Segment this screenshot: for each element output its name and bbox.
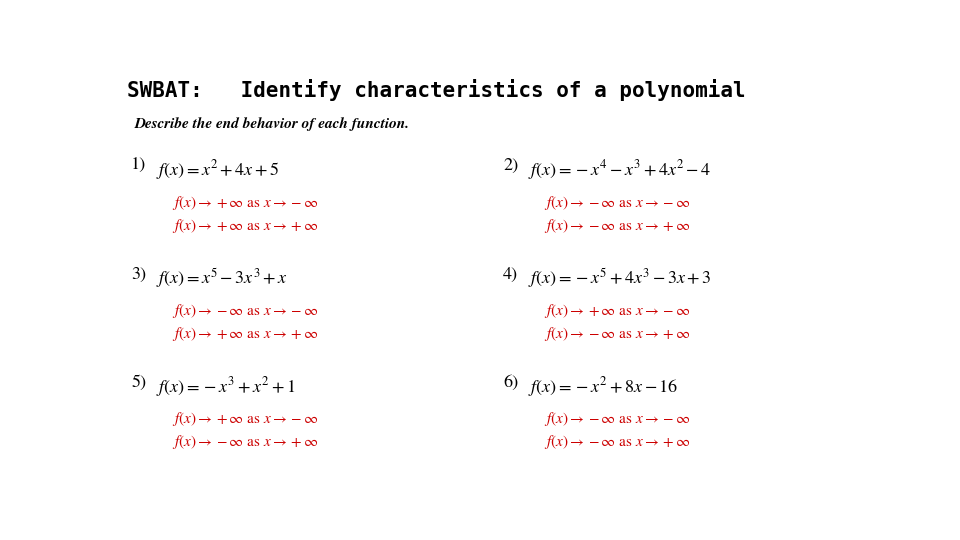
Text: 1): 1) — [132, 158, 147, 174]
Text: $f(x) \rightarrow -\infty$ as $x \rightarrow +\infty$: $f(x) \rightarrow -\infty$ as $x \righta… — [172, 433, 319, 451]
Text: $f(x) \rightarrow -\infty$ as $x \rightarrow -\infty$: $f(x) \rightarrow -\infty$ as $x \righta… — [172, 302, 319, 320]
Text: $f(x) \rightarrow -\infty$ as $x \rightarrow -\infty$: $f(x) \rightarrow -\infty$ as $x \righta… — [544, 194, 690, 212]
Text: 2): 2) — [503, 158, 518, 174]
Text: $f(x) = -x^4 - x^3 + 4x^2 - 4$: $f(x) = -x^4 - x^3 + 4x^2 - 4$ — [528, 158, 711, 183]
Text: SWBAT:   Identify characteristics of a polynomial: SWBAT: Identify characteristics of a pol… — [128, 79, 746, 102]
Text: $f(x) = -x^2 + 8x - 16$: $f(x) = -x^2 + 8x - 16$ — [528, 375, 678, 399]
Text: $f(x) \rightarrow +\infty$ as $x \rightarrow +\infty$: $f(x) \rightarrow +\infty$ as $x \righta… — [172, 325, 319, 343]
Text: 4): 4) — [503, 266, 518, 282]
Text: 5): 5) — [132, 375, 146, 390]
Text: $f(x) \rightarrow +\infty$ as $x \rightarrow -\infty$: $f(x) \rightarrow +\infty$ as $x \righta… — [544, 302, 690, 320]
Text: 3): 3) — [132, 266, 146, 282]
Text: $f(x) \rightarrow -\infty$ as $x \rightarrow +\infty$: $f(x) \rightarrow -\infty$ as $x \righta… — [544, 325, 690, 343]
Text: $f(x) = -x^5 + 4x^3 - 3x + 3$: $f(x) = -x^5 + 4x^3 - 3x + 3$ — [528, 266, 711, 291]
Text: $f(x) \rightarrow -\infty$ as $x \rightarrow +\infty$: $f(x) \rightarrow -\infty$ as $x \righta… — [544, 217, 690, 234]
Text: $f(x) = x^5 - 3x^3 + x$: $f(x) = x^5 - 3x^3 + x$ — [156, 266, 287, 291]
Text: $f(x) \rightarrow +\infty$ as $x \rightarrow -\infty$: $f(x) \rightarrow +\infty$ as $x \righta… — [172, 194, 319, 212]
Text: $f(x) = -x^3 + x^2 + 1$: $f(x) = -x^3 + x^2 + 1$ — [156, 375, 295, 399]
Text: Describe the end behavior of each function.: Describe the end behavior of each functi… — [134, 117, 410, 131]
Text: 6): 6) — [503, 375, 518, 390]
Text: $f(x) \rightarrow -\infty$ as $x \rightarrow -\infty$: $f(x) \rightarrow -\infty$ as $x \righta… — [544, 410, 690, 428]
Text: $f(x) \rightarrow +\infty$ as $x \rightarrow -\infty$: $f(x) \rightarrow +\infty$ as $x \righta… — [172, 410, 319, 428]
Text: $f(x) \rightarrow +\infty$ as $x \rightarrow +\infty$: $f(x) \rightarrow +\infty$ as $x \righta… — [172, 217, 319, 234]
Text: $f(x) = x^2 + 4x + 5$: $f(x) = x^2 + 4x + 5$ — [156, 158, 279, 183]
Text: $f(x) \rightarrow -\infty$ as $x \rightarrow +\infty$: $f(x) \rightarrow -\infty$ as $x \righta… — [544, 433, 690, 451]
